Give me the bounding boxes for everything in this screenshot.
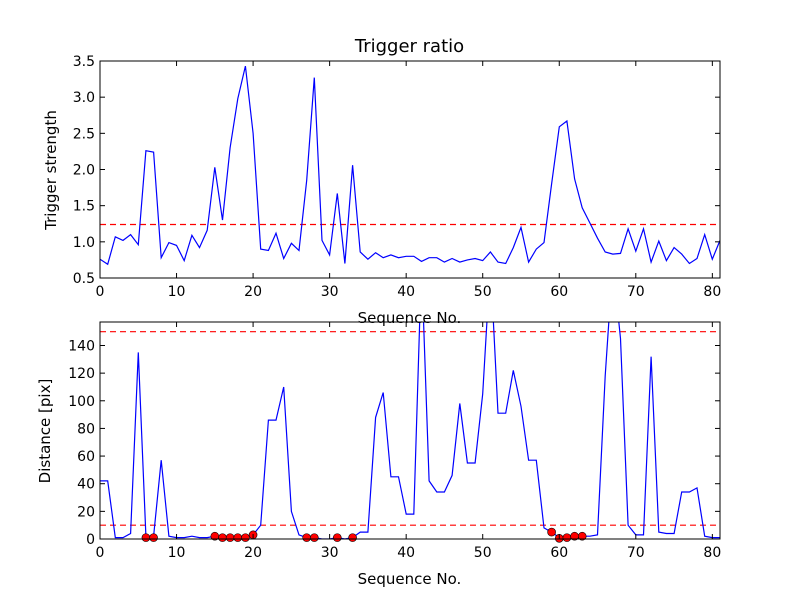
y-tick-label: 0 <box>86 532 95 548</box>
y-tick-label: 140 <box>68 338 95 354</box>
data-marker <box>149 533 158 542</box>
plot-frame <box>99 60 721 279</box>
y-tick-label: 0.5 <box>73 271 95 287</box>
x-tick-label: 40 <box>397 545 415 561</box>
x-tick-label: 20 <box>244 284 262 300</box>
data-marker <box>225 533 235 542</box>
data-marker <box>233 533 243 542</box>
x-tick-label: 60 <box>550 545 568 561</box>
x-tick-label: 10 <box>168 284 186 300</box>
bottom-plot-distance: 0 10 20 30 40 50 60 70 80 0 20 40 60 80 100 120 140 <box>68 321 721 561</box>
plot-content <box>100 65 720 266</box>
x-tick-label: 20 <box>244 545 262 561</box>
x-tick-label: 60 <box>550 284 568 300</box>
data-marker <box>141 533 151 542</box>
top-x-axis-label: Sequence No. <box>358 309 462 327</box>
x-tick-label: 70 <box>627 545 645 561</box>
plot-content <box>100 322 720 539</box>
y-tick-label: 3.0 <box>73 90 95 106</box>
x-tick-label: 30 <box>321 284 339 300</box>
x-tick-label: 40 <box>397 284 415 300</box>
x-tick-label: 50 <box>474 545 492 561</box>
y-tick-label: 3.5 <box>73 54 95 70</box>
y-tick-label: 2.5 <box>73 126 95 142</box>
data-marker <box>218 533 227 542</box>
bottom-x-axis-label: Sequence No. <box>358 570 462 588</box>
y-tick-label: 2.0 <box>73 163 95 179</box>
series-line <box>100 322 720 539</box>
data-marker <box>562 533 572 542</box>
y-tick-label: 20 <box>77 504 95 520</box>
data-marker <box>241 533 250 542</box>
x-tick-label: 80 <box>703 545 721 561</box>
data-marker <box>348 533 357 542</box>
chart-title: Trigger ratio <box>354 36 464 57</box>
data-marker <box>310 533 319 542</box>
plot-frame <box>99 321 721 540</box>
y-tick-label: 60 <box>77 449 95 465</box>
top-plot-trigger-ratio: 0 10 20 30 40 50 60 70 80 0.5 1.0 1.5 2.0 2.5 3.0 3.5 <box>73 54 722 300</box>
x-tick-label: 80 <box>703 284 721 300</box>
data-marker <box>332 533 342 542</box>
x-tick-label: 30 <box>321 545 339 561</box>
data-marker <box>302 533 311 542</box>
series-line <box>100 65 720 266</box>
y-tick-label: 120 <box>68 366 95 382</box>
top-y-axis-label: Trigger strength <box>42 110 60 231</box>
x-tick-label: 0 <box>96 284 105 300</box>
y-tick-label: 1.5 <box>73 199 95 215</box>
x-tick-label: 70 <box>627 284 645 300</box>
x-tick-label: 0 <box>96 545 105 561</box>
data-marker <box>577 531 587 541</box>
x-tick-label: 50 <box>474 284 492 300</box>
x-tick-label: 10 <box>168 545 186 561</box>
y-tick-label: 40 <box>77 477 95 493</box>
bottom-y-axis-label: Distance [pix] <box>36 379 54 484</box>
y-tick-label: 1.0 <box>73 235 95 251</box>
y-tick-label: 100 <box>68 394 95 410</box>
y-tick-label: 80 <box>77 421 95 437</box>
data-marker <box>547 527 556 537</box>
